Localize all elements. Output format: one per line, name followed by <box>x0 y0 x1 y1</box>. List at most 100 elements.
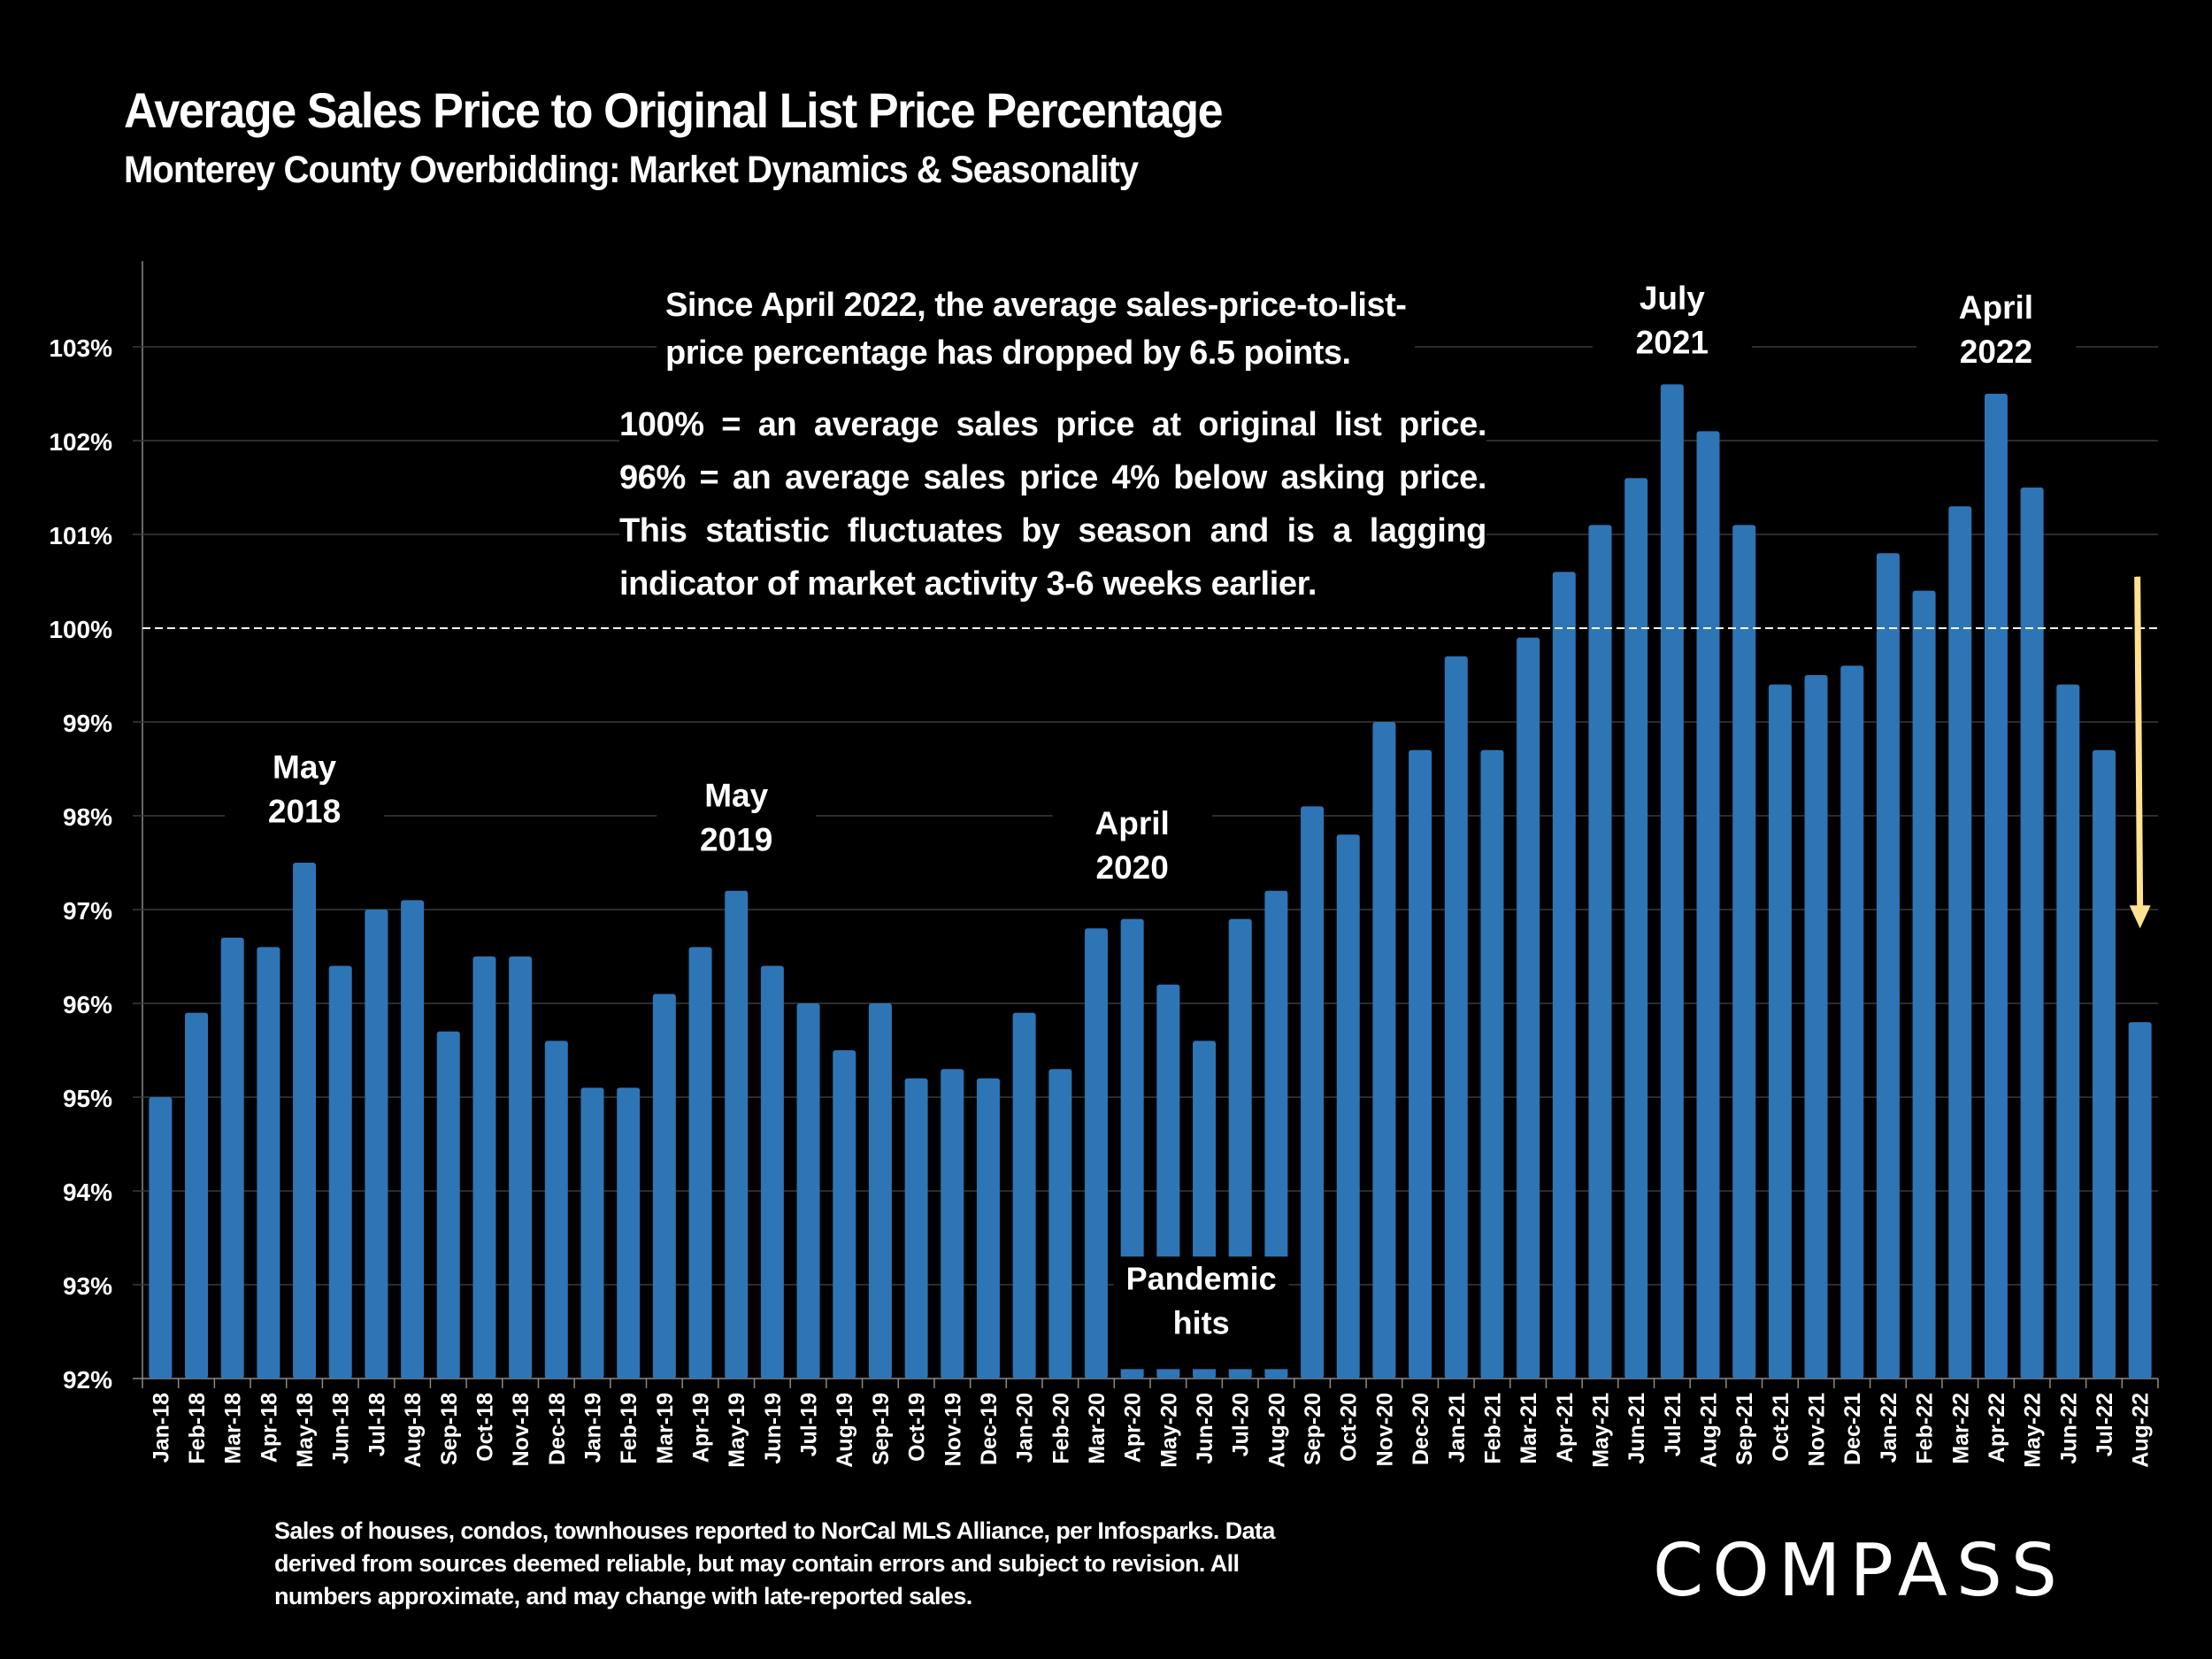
pandemic-label: Pandemic <box>1126 1260 1277 1296</box>
x-tick-label: Feb-22 <box>1913 1393 1938 1464</box>
y-tick-label: 94% <box>63 1179 112 1206</box>
bar <box>1660 384 1684 1379</box>
x-tick-label: Jul-22 <box>2093 1393 2117 1456</box>
y-tick-label: 95% <box>63 1085 112 1112</box>
bar <box>1696 431 1720 1379</box>
x-tick-label: Apr-19 <box>689 1393 714 1463</box>
bars <box>149 384 2152 1379</box>
y-tick-label: 93% <box>63 1272 112 1300</box>
x-tick-label: Jul-19 <box>797 1393 822 1456</box>
x-tick-label: Mar-18 <box>221 1393 246 1464</box>
bar <box>1588 525 1612 1379</box>
bar <box>2128 1022 2152 1379</box>
x-tick-label: Nov-20 <box>1372 1393 1397 1466</box>
bar <box>1409 749 1432 1379</box>
x-tick-label: Jan-18 <box>149 1393 173 1463</box>
bar <box>833 1050 856 1379</box>
x-tick-label: Feb-21 <box>1480 1393 1505 1464</box>
x-tick-label: Oct-20 <box>1337 1393 1362 1462</box>
bar <box>328 965 352 1379</box>
bar <box>1912 590 1936 1379</box>
annotation-label: 2022 <box>1960 334 2032 370</box>
x-tick-label: Nov-18 <box>509 1393 534 1466</box>
bar <box>1372 722 1396 1379</box>
bar <box>904 1078 928 1379</box>
compass-logo: COMPASS <box>1653 1529 2066 1613</box>
bar <box>1084 928 1108 1379</box>
annotation-label: 2018 <box>268 794 341 830</box>
x-tick-label: Oct-19 <box>905 1393 930 1462</box>
x-tick-label: Mar-19 <box>653 1393 678 1464</box>
x-tick-label: Apr-20 <box>1121 1393 1146 1463</box>
annotation-label: 2020 <box>1096 849 1169 886</box>
bar <box>1012 1012 1036 1379</box>
note-line: 96% = an average sales price 4% below as… <box>619 459 1486 496</box>
pandemic-label: hits <box>1173 1304 1230 1340</box>
bar <box>401 900 425 1379</box>
bar <box>1336 834 1360 1379</box>
y-tick-label: 102% <box>49 428 112 456</box>
bar <box>976 1078 1000 1379</box>
x-axis-ticks: Jan-18 Feb-18 Mar-18 Apr-18 May-18 Jun-18 Jul-… <box>142 1379 2159 1468</box>
x-tick-label: Mar-21 <box>1517 1393 1541 1464</box>
annotation-background <box>1916 283 2076 376</box>
trend-arrow <box>2129 576 2151 929</box>
bar <box>1732 525 1756 1379</box>
pandemic-label-box <box>1113 1256 1289 1370</box>
y-tick-label: 99% <box>63 710 112 737</box>
bar <box>1840 665 1864 1379</box>
bar <box>1984 394 2008 1379</box>
x-tick-label: Dec-18 <box>545 1393 570 1465</box>
x-tick-label: Mar-22 <box>1948 1393 1973 1464</box>
source-footnote: Sales of houses, condos, townhouses repo… <box>274 1515 1460 1613</box>
callout-line: Since April 2022, the average sales-pric… <box>665 287 1407 324</box>
x-tick-label: Jun-22 <box>2056 1393 2081 1464</box>
y-tick-label: 103% <box>49 334 112 362</box>
footnote-line: numbers approximate, and may change with… <box>274 1583 972 1609</box>
callout-drop-summary: Since April 2022, the average sales-pric… <box>657 281 1416 377</box>
x-tick-label: Aug-18 <box>401 1393 426 1468</box>
chart-subtitle: Monterey County Overbidding: Market Dyna… <box>124 149 1139 191</box>
bar <box>509 956 533 1379</box>
x-tick-label: Oct-21 <box>1769 1393 1793 1462</box>
annotation-background <box>1052 799 1212 892</box>
bar <box>436 1031 460 1379</box>
bar <box>1624 478 1648 1379</box>
bar <box>149 1097 173 1379</box>
bar <box>1804 675 1828 1379</box>
x-tick-label: May-20 <box>1156 1393 1181 1468</box>
x-tick-label: Feb-20 <box>1048 1393 1073 1464</box>
y-axis-ticks: 92% 93% 94% 95% 96% 97% 98% 99% 100% 101% 102% 103% <box>49 334 112 1394</box>
bar <box>652 994 676 1379</box>
bar <box>293 863 317 1379</box>
bar <box>1768 684 1792 1379</box>
footnote-line: derived from sources deemed reliable, bu… <box>274 1550 1240 1577</box>
bar <box>220 937 244 1379</box>
bar <box>1876 553 1900 1379</box>
x-tick-label: Aug-21 <box>1697 1393 1722 1468</box>
x-tick-label: Aug-22 <box>2129 1393 2154 1468</box>
x-tick-label: Apr-21 <box>1553 1393 1578 1463</box>
x-tick-label: May-19 <box>725 1393 749 1468</box>
x-tick-label: Nov-21 <box>1805 1393 1830 1466</box>
bar <box>1048 1069 1072 1379</box>
x-tick-label: May-18 <box>293 1393 318 1468</box>
bar <box>760 965 784 1379</box>
x-tick-label: Apr-22 <box>1985 1393 2009 1463</box>
y-tick-label: 98% <box>63 803 112 831</box>
arrow-shaft <box>2134 576 2144 910</box>
x-tick-label: Apr-18 <box>257 1393 281 1463</box>
note-line: 100% = an average sales price at origina… <box>619 406 1486 443</box>
bar <box>365 910 388 1379</box>
annotation-label: May <box>273 749 336 786</box>
chart-title: Average Sales Price to Original List Pri… <box>124 82 1224 138</box>
x-tick-label: Jun-20 <box>1193 1393 1217 1464</box>
x-tick-label: Sep-18 <box>437 1393 462 1465</box>
arrow-head <box>2129 905 2151 929</box>
x-tick-label: Jan-19 <box>580 1393 605 1463</box>
note-line: This statistic fluctuates by season and … <box>619 512 1486 549</box>
x-tick-label: Oct-18 <box>472 1393 497 1462</box>
x-tick-label: Sep-21 <box>1732 1393 1757 1465</box>
y-tick-label: 101% <box>49 522 112 549</box>
x-tick-label: May-21 <box>1588 1393 1613 1468</box>
